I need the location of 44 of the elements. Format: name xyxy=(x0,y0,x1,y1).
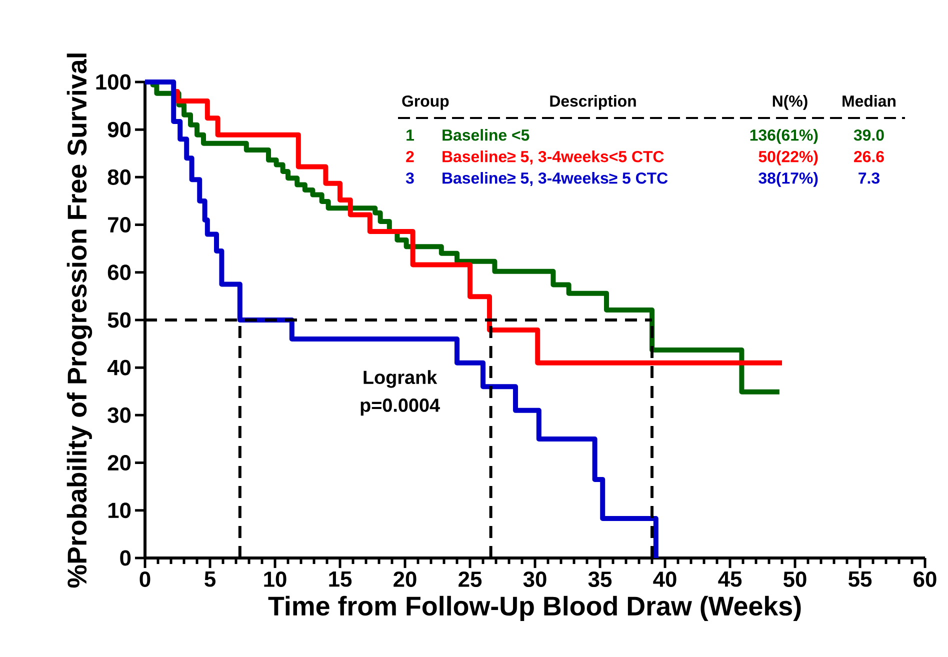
text: Baseline≥ 5, 3-4weeks≥ 5 CTC xyxy=(442,172,668,186)
x-tick-label: 20 xyxy=(394,571,416,588)
x-tick-label: 40 xyxy=(653,571,676,588)
x-tick-label: 25 xyxy=(458,571,482,588)
annotation: 7.3 xyxy=(858,172,880,184)
x-tick-label: 35 xyxy=(588,571,612,588)
annotation: 50(22%) xyxy=(758,150,818,166)
x-tick-label: 55 xyxy=(848,572,872,587)
y-tick-label: 10 xyxy=(108,502,131,518)
annotation: Group xyxy=(402,95,449,110)
annotation: 2 xyxy=(406,150,414,162)
annotation: 3 xyxy=(406,172,414,184)
x-tick-label: 30 xyxy=(523,571,546,588)
annotation: p=0.0004 xyxy=(360,398,440,416)
x-tick-label: 15 xyxy=(329,572,352,587)
y-tick-label: 40 xyxy=(107,360,131,376)
annotation: Logrank xyxy=(364,370,438,388)
annotation: 1 xyxy=(406,130,414,141)
annotation: 39.0 xyxy=(854,129,884,141)
annotation: Median xyxy=(842,95,896,107)
y-tick-label: 50 xyxy=(108,312,131,328)
x-tick-label: 60 xyxy=(914,571,936,588)
x-tick-label: 50 xyxy=(783,571,806,588)
y-tick-label: 0 xyxy=(120,550,131,566)
y-tick-label: 80 xyxy=(108,169,131,185)
annotation: 38(17%) xyxy=(758,172,818,187)
x-tick-label: 0 xyxy=(140,571,150,588)
y-axis-title: %Probability of Progression Free Survival xyxy=(66,54,92,588)
annotation: 136(61%) xyxy=(750,129,818,144)
x-tick-label: 5 xyxy=(204,572,216,587)
x-tick-label: 45 xyxy=(718,572,742,587)
y-tick-label: 20 xyxy=(108,455,131,471)
y-tick-label: 30 xyxy=(108,407,131,423)
y-tick-label: 90 xyxy=(108,122,131,138)
text: Baseline <5 xyxy=(442,129,530,141)
annotation: Description xyxy=(550,95,636,110)
y-tick-label: 60 xyxy=(108,264,131,280)
text: Baseline≥ 5, 3-4weeks<5 CTC xyxy=(442,150,664,165)
annotation: 26.6 xyxy=(854,150,884,162)
x-axis-title: Time from Follow-Up Blood Draw (Weeks) xyxy=(268,596,801,621)
y-tick-label: 100 xyxy=(96,74,131,90)
y-tick-label: 70 xyxy=(108,217,131,233)
annotation: N(%) xyxy=(772,95,808,110)
x-tick-label: 10 xyxy=(264,571,286,588)
